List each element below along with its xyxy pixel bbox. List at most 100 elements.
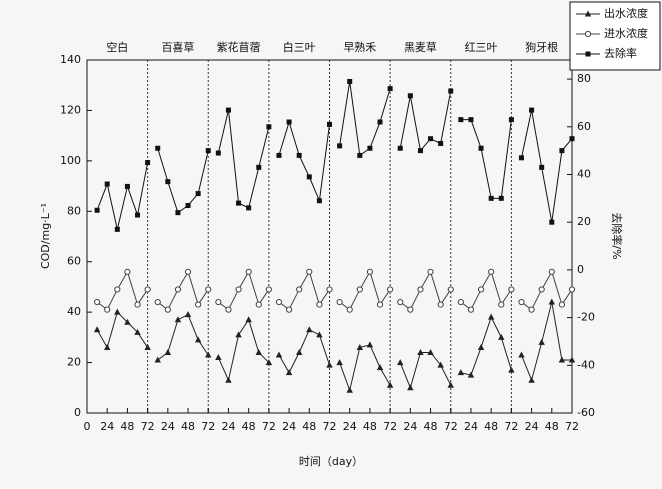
data-point <box>337 143 343 149</box>
data-point <box>185 202 191 208</box>
data-point <box>539 164 545 170</box>
x-tick-label: 24 <box>464 420 478 433</box>
data-point <box>427 268 434 275</box>
data-point <box>386 381 394 388</box>
data-point <box>93 326 101 333</box>
data-point <box>295 348 303 355</box>
x-tick-label: 48 <box>363 420 377 433</box>
series-line <box>399 90 452 152</box>
data-point <box>316 331 323 338</box>
data-point <box>275 298 283 306</box>
series-line <box>339 81 391 157</box>
data-point <box>417 286 424 293</box>
data-point <box>366 341 374 348</box>
x-tick-label: 24 <box>343 420 357 433</box>
data-point <box>94 207 100 213</box>
data-point <box>275 351 283 358</box>
y2-tick-label: 40 <box>577 167 591 180</box>
data-point <box>134 301 141 308</box>
data-point <box>265 359 273 366</box>
data-point <box>135 212 141 218</box>
x-tick-label: 72 <box>262 420 276 433</box>
data-point <box>276 152 282 158</box>
data-point <box>326 286 333 293</box>
data-point <box>155 145 161 151</box>
panel-label: 红三叶 <box>465 41 498 54</box>
data-point <box>235 286 242 293</box>
y-tick-label: 40 <box>67 305 81 318</box>
x-tick-label: 72 <box>565 420 579 433</box>
series-line <box>278 329 330 374</box>
data-point <box>397 145 403 151</box>
data-point <box>467 306 475 313</box>
data-point <box>255 301 262 308</box>
legend-marker <box>584 10 592 17</box>
data-point <box>376 301 384 308</box>
data-point <box>316 301 323 308</box>
data-point <box>215 150 221 156</box>
data-point <box>387 286 394 293</box>
data-point <box>174 286 182 293</box>
data-point <box>225 376 232 383</box>
data-point <box>428 136 434 142</box>
data-point <box>346 306 353 313</box>
data-point <box>366 268 374 275</box>
data-point <box>195 301 202 308</box>
x-tick-label: 48 <box>181 420 195 433</box>
x-tick-label: 48 <box>484 420 498 433</box>
data-point <box>184 268 192 275</box>
x-tick-label: 48 <box>424 420 438 433</box>
data-point <box>498 333 505 340</box>
data-point <box>538 286 545 293</box>
data-point <box>528 376 535 383</box>
data-point <box>104 343 111 350</box>
x-tick-label: 48 <box>545 420 559 433</box>
x-tick-label: 72 <box>444 420 458 433</box>
data-point <box>154 356 161 363</box>
data-point <box>529 107 535 113</box>
data-point <box>357 152 363 158</box>
data-point <box>336 359 343 366</box>
data-point <box>266 124 272 130</box>
data-point <box>528 306 535 313</box>
data-point <box>154 298 161 306</box>
y2-tick-label: -20 <box>577 311 595 324</box>
x-tick-label: 48 <box>120 420 134 433</box>
y2-tick-label: 80 <box>577 72 591 85</box>
data-point <box>144 343 151 350</box>
data-point <box>538 338 545 345</box>
data-point <box>377 119 383 125</box>
data-point <box>184 311 192 318</box>
data-point <box>94 298 101 306</box>
series-line <box>278 120 330 203</box>
data-point <box>487 313 495 320</box>
data-point <box>548 268 555 275</box>
data-point <box>124 318 131 325</box>
data-point <box>447 286 454 293</box>
data-point <box>518 155 524 161</box>
data-point <box>195 191 201 197</box>
data-point <box>326 361 333 368</box>
data-point <box>245 268 252 275</box>
data-point <box>478 145 484 151</box>
data-point <box>114 226 120 232</box>
series-line <box>96 311 149 349</box>
data-point <box>236 200 242 206</box>
panel-label: 黑麦草 <box>404 41 437 54</box>
y-tick-label: 0 <box>74 406 81 419</box>
data-point <box>447 381 454 388</box>
x-tick-label: 48 <box>242 420 256 433</box>
y2-axis-label: 去除率/% <box>610 212 624 259</box>
data-point <box>559 148 565 154</box>
data-point <box>488 268 495 275</box>
data-point <box>256 164 262 170</box>
data-point <box>164 306 171 313</box>
data-point <box>194 336 202 343</box>
data-point <box>205 351 212 358</box>
data-point <box>407 93 413 99</box>
data-point <box>205 286 212 293</box>
data-point <box>174 316 182 323</box>
x-tick-label: 48 <box>302 420 316 433</box>
data-point <box>549 219 555 225</box>
